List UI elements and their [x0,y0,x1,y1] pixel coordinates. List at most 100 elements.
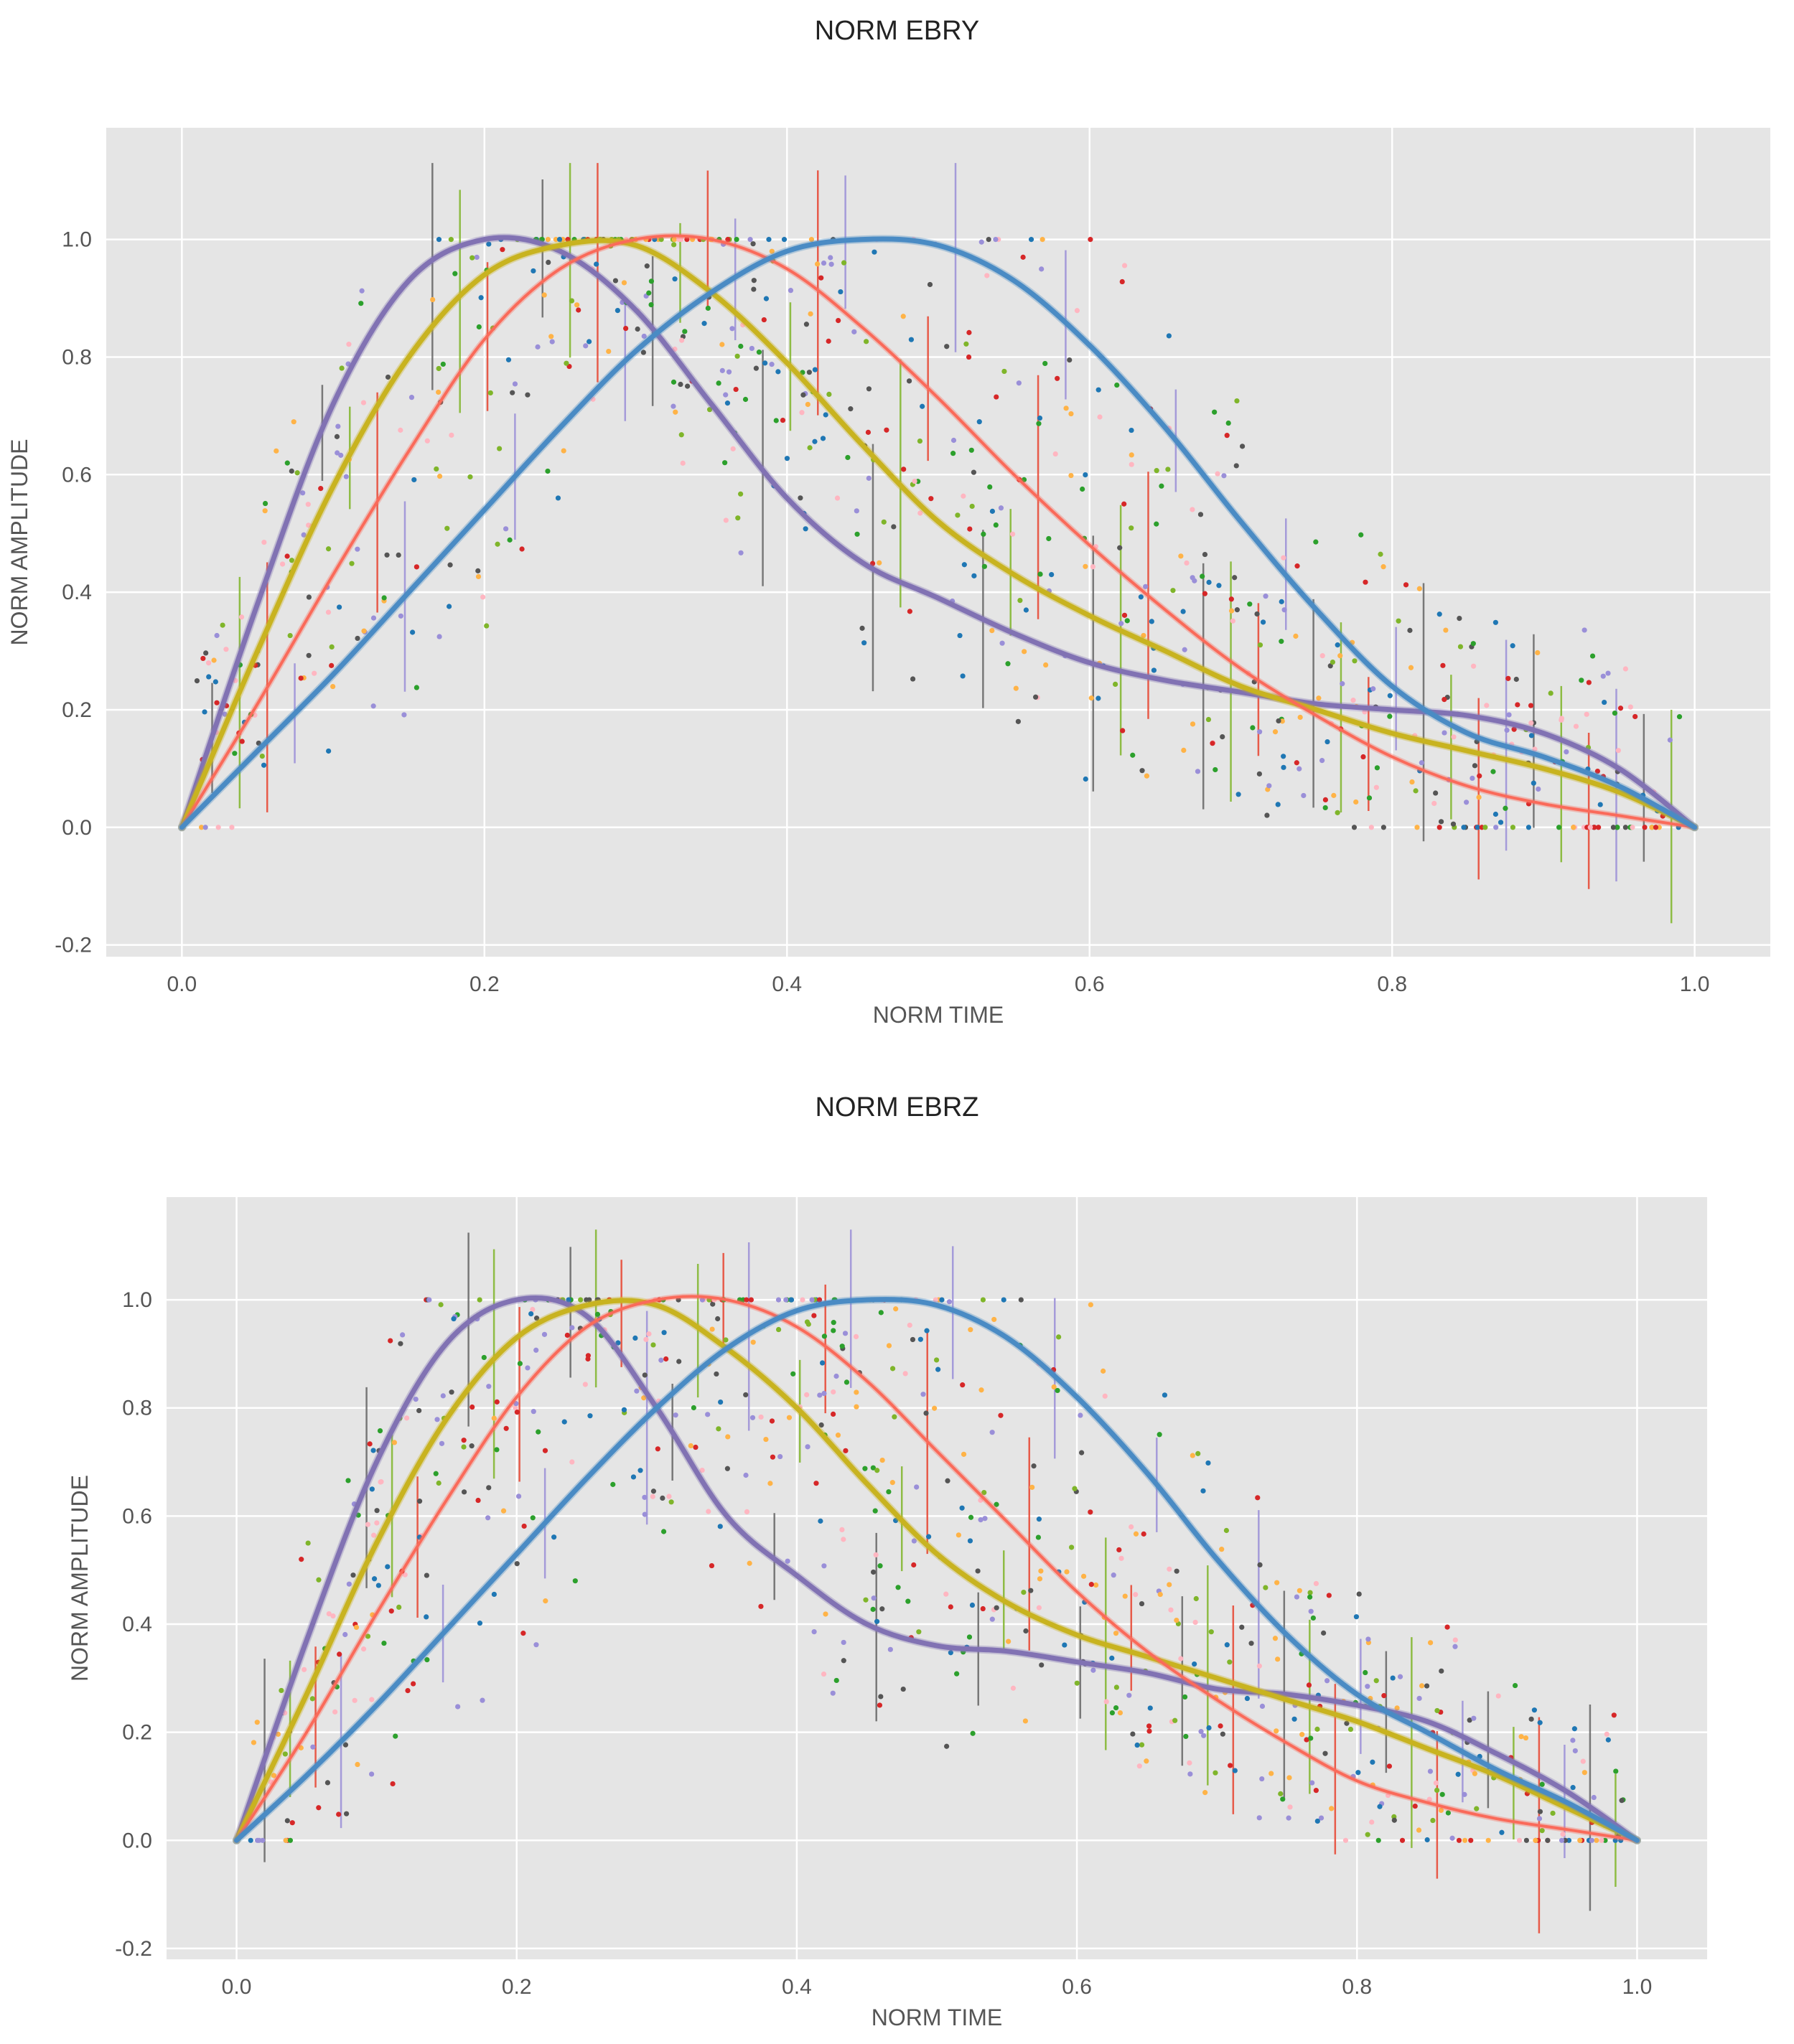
scatter-point [398,613,403,619]
scatter-point [1168,1607,1174,1613]
scatter-point [831,1389,836,1395]
scatter-point [1463,800,1470,805]
scatter-point [1235,792,1241,797]
scatter-point [881,519,887,525]
scatter-point [747,1560,752,1566]
scatter-point [920,403,925,409]
y-tick-label: 0.2 [122,1721,152,1745]
scatter-point [808,237,815,243]
scatter-point [539,237,545,243]
scatter-point [587,339,592,344]
scatter-point [1493,825,1499,830]
scatter-point [436,237,442,243]
scatter-point [1037,1576,1043,1582]
scatter-point [1344,1720,1350,1726]
scatter-point [1079,1450,1085,1455]
scatter-point [251,1740,257,1745]
scatter-point [1313,1580,1319,1587]
scatter-point [684,237,690,243]
scatter-point [385,1564,391,1570]
scatter-point [1385,1792,1391,1799]
scatter-point [541,292,547,298]
scatter-point [284,460,290,466]
scatter-point [361,628,367,634]
scatter-point [1413,788,1419,794]
scatter-point [256,740,261,746]
scatter-point [1627,704,1633,710]
scatter-point [1433,790,1439,796]
scatter-point [935,1366,941,1372]
scatter-point [1147,1705,1153,1711]
scatter-point [1233,463,1239,469]
scatter-point [1539,1781,1545,1787]
scatter-point [749,345,754,352]
scatter-point [1584,711,1589,717]
scatter-point [719,367,725,373]
scatter-point [1219,1547,1225,1552]
scatter-point [758,1603,764,1609]
scatter-point [945,1478,950,1483]
scatter-point [513,1405,518,1411]
scatter-point [1337,653,1343,659]
scatter-point [1095,695,1101,701]
scatter-point [814,261,821,267]
scatter-point [252,712,258,718]
scatter-point [872,249,877,255]
scatter-point [1090,564,1095,570]
scatter-point [1363,579,1368,585]
scatter-point [1330,659,1336,665]
scatter-point [279,1687,284,1694]
scatter-point [716,380,721,386]
scatter-point [800,1297,805,1303]
scatter-point [773,418,779,423]
scatter-point [530,1306,536,1313]
scatter-point [564,1332,570,1339]
scatter-point [1322,797,1328,803]
scatter-point [1072,1486,1078,1491]
scatter-point [818,275,824,281]
scatter-point [895,1585,901,1590]
scatter-point [676,237,682,243]
scatter-point [305,1540,311,1546]
scatter-point [660,1495,665,1501]
scatter-point [705,305,711,311]
scatter-point [353,1624,360,1631]
scatter-point [478,295,484,301]
scatter-point [1109,1655,1115,1661]
scatter-point [970,1730,976,1736]
scatter-point [1213,1770,1218,1776]
scatter-point [1419,760,1424,766]
scatter-point [491,1415,497,1421]
scatter-point [531,1409,536,1415]
series-line-blue [234,1297,1640,1843]
scatter-point [724,1466,730,1471]
scatter-point [966,354,972,360]
scatter-point [1381,1692,1387,1699]
scatter-point [650,1342,656,1348]
scatter-point [349,561,355,566]
scatter-point [1281,555,1286,561]
scatter-point [630,1474,637,1480]
scatter-point [1550,1810,1556,1816]
scatter-point [1444,1624,1450,1630]
scatter-point [706,1509,711,1514]
scatter-point [1001,1297,1006,1303]
scatter-point [1117,545,1123,550]
scatter-point [991,1316,997,1323]
scatter-point [658,1357,664,1363]
scatter-point [1431,800,1437,807]
scatter-point [324,1780,331,1786]
scatter-point [1368,825,1374,830]
scatter-point [831,1328,836,1333]
scatter-point [402,1572,408,1577]
scatter-point [507,537,513,543]
scatter-point [671,403,676,409]
scatter-point [1102,1393,1108,1399]
scatter-point [1183,1733,1189,1740]
scatter-point [785,1558,790,1564]
scatter-point [455,1704,461,1710]
scatter-point [355,1512,361,1518]
scatter-point [298,1745,304,1750]
scatter-point [325,609,332,615]
scatter-point [1101,1368,1106,1374]
